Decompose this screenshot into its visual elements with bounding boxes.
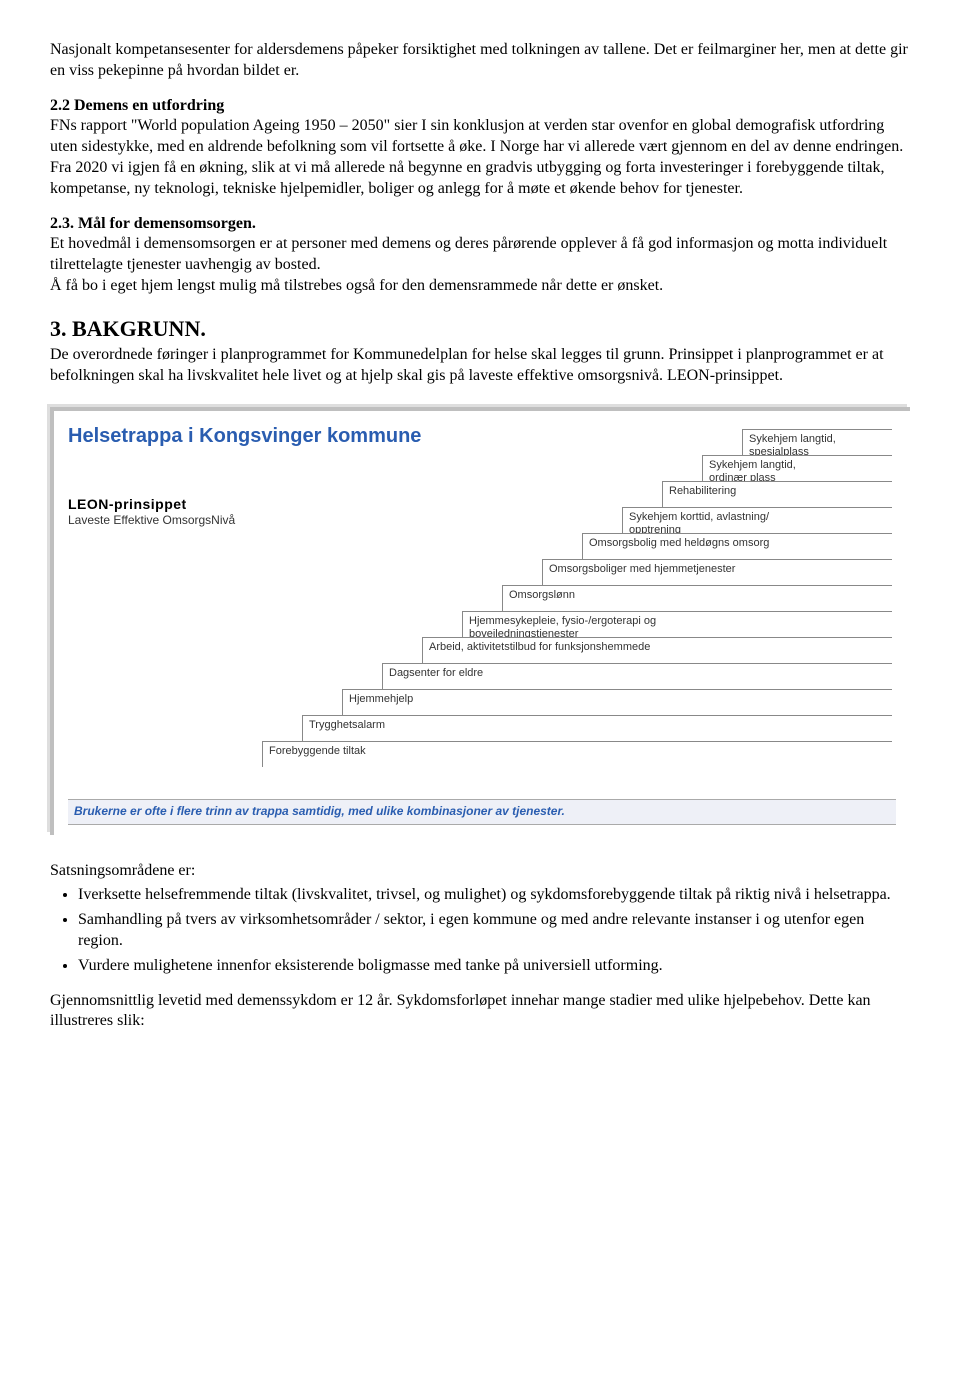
stair-step: Arbeid, aktivitetstilbud for funksjonshe…	[422, 637, 892, 663]
closing-paragraph: Gjennomsnittlig levetid med demenssykdom…	[50, 991, 910, 1033]
section-2-2-head: 2.2 Demens en utfordring	[50, 97, 224, 114]
diagram-footer: Brukerne er ofte i flere trinn av trappa…	[68, 799, 896, 825]
leon-block: LEON-prinsippet Laveste Effektive Omsorg…	[68, 495, 235, 529]
stair-step: Rehabilitering	[662, 481, 892, 507]
intro-paragraph: Nasjonalt kompetansesenter for aldersdem…	[50, 40, 910, 82]
stair-step: Omsorgsbolig med heldøgns omsorg	[582, 533, 892, 559]
leon-sub: Laveste Effektive OmsorgsNivå	[68, 513, 235, 529]
stair-step: Omsorgslønn	[502, 585, 892, 611]
stair-step: Trygghetsalarm	[302, 715, 892, 741]
sats-list-item: Vurdere mulighetene innenfor eksisterend…	[78, 956, 910, 977]
section-2-3-head: 2.3. Mål for demensomsorgen.	[50, 215, 256, 232]
section-3-body: De overordnede føringer i planprogrammet…	[50, 345, 910, 387]
section-3-title: 3. BAKGRUNN.	[50, 315, 910, 344]
stair-step: Dagsenter for eldre	[382, 663, 892, 689]
sats-list: Iverksette helsefremmende tiltak (livskv…	[50, 885, 910, 976]
section-2-3-body2: Å få bo i eget hjem lengst mulig må tils…	[50, 277, 663, 294]
sats-list-item: Samhandling på tvers av virksomhetsområd…	[78, 910, 910, 952]
section-2-3: 2.3. Mål for demensomsorgen. Et hovedmål…	[50, 214, 910, 297]
stair-step: Omsorgsboliger med hjemmetjenester	[542, 559, 892, 585]
section-2-3-body1: Et hovedmål i demensomsorgen er at perso…	[50, 235, 887, 273]
stair-step: Hjemmehjelp	[342, 689, 892, 715]
section-2-2-body: FNs rapport "World population Ageing 195…	[50, 117, 903, 196]
section-2-2: 2.2 Demens en utfordring FNs rapport "Wo…	[50, 96, 910, 200]
sats-list-item: Iverksette helsefremmende tiltak (livskv…	[78, 885, 910, 906]
leon-head: LEON-prinsippet	[68, 495, 235, 513]
stairs: Sykehjem langtid, spesialplassSykehjem l…	[262, 429, 892, 787]
diagram-canvas: Helsetrappa i Kongsvinger kommune LEON-p…	[68, 425, 896, 793]
helsetrappa-diagram: Helsetrappa i Kongsvinger kommune LEON-p…	[50, 407, 910, 835]
stair-step: Forebyggende tiltak	[262, 741, 892, 767]
sats-head: Satsningsområdene er:	[50, 861, 910, 882]
